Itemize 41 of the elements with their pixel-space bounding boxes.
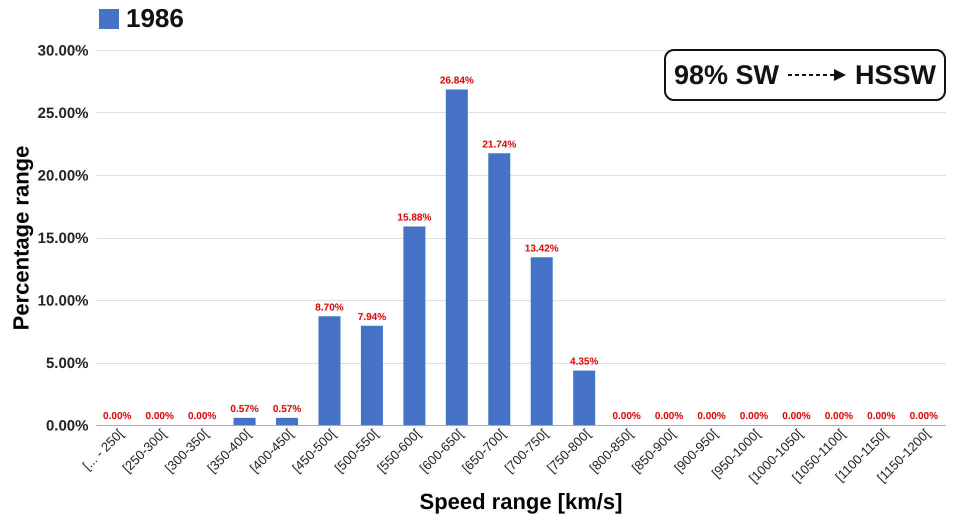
data-label: 0.00% xyxy=(188,411,216,422)
data-label: 0.00% xyxy=(654,411,684,422)
bar xyxy=(234,418,256,425)
data-label: 0.00% xyxy=(824,411,854,422)
data-label: 0.00% xyxy=(697,411,726,422)
y-tick-label: 10.00% xyxy=(38,292,88,310)
data-label: 21.74% xyxy=(482,139,516,150)
bar xyxy=(488,153,510,425)
y-tick-label: 5.00% xyxy=(46,355,88,372)
bar xyxy=(403,226,426,425)
bar xyxy=(446,90,468,425)
data-label: 4.35% xyxy=(570,356,598,368)
legend-label: 1986 xyxy=(126,3,184,33)
bar xyxy=(530,257,553,425)
data-label: 0.00% xyxy=(145,411,174,422)
data-label: 0.00% xyxy=(612,411,641,422)
data-label: 0.00% xyxy=(740,411,768,422)
bar xyxy=(318,316,340,425)
data-label: 0.57% xyxy=(230,404,259,415)
y-tick-label: 20.00% xyxy=(38,168,88,184)
data-label: 0.00% xyxy=(782,411,811,422)
data-label: 0.00% xyxy=(910,411,938,422)
data-label: 8.70% xyxy=(315,302,344,314)
y-axis-title: Percentage range xyxy=(8,146,34,330)
data-label: 0.00% xyxy=(867,411,896,422)
bar xyxy=(360,326,383,425)
data-label: 7.94% xyxy=(358,312,386,323)
data-label: 26.84% xyxy=(440,76,474,86)
data-label: 13.42% xyxy=(524,243,559,254)
y-tick-label: 30.00% xyxy=(38,42,88,60)
annotation: 98% SW xyxy=(674,60,780,90)
y-tick-label: 0.00% xyxy=(46,418,88,434)
y-tick-label: 25.00% xyxy=(38,105,88,122)
data-label: 15.88% xyxy=(397,212,432,224)
y-tick-label: 15.00% xyxy=(38,230,88,247)
data-label: 0.00% xyxy=(103,411,132,422)
annotation: HSSW xyxy=(855,60,936,90)
bar xyxy=(276,418,298,425)
x-axis-title: Speed range [km/s] xyxy=(420,488,622,514)
bar xyxy=(573,370,596,425)
data-label: 0.57% xyxy=(272,404,302,415)
